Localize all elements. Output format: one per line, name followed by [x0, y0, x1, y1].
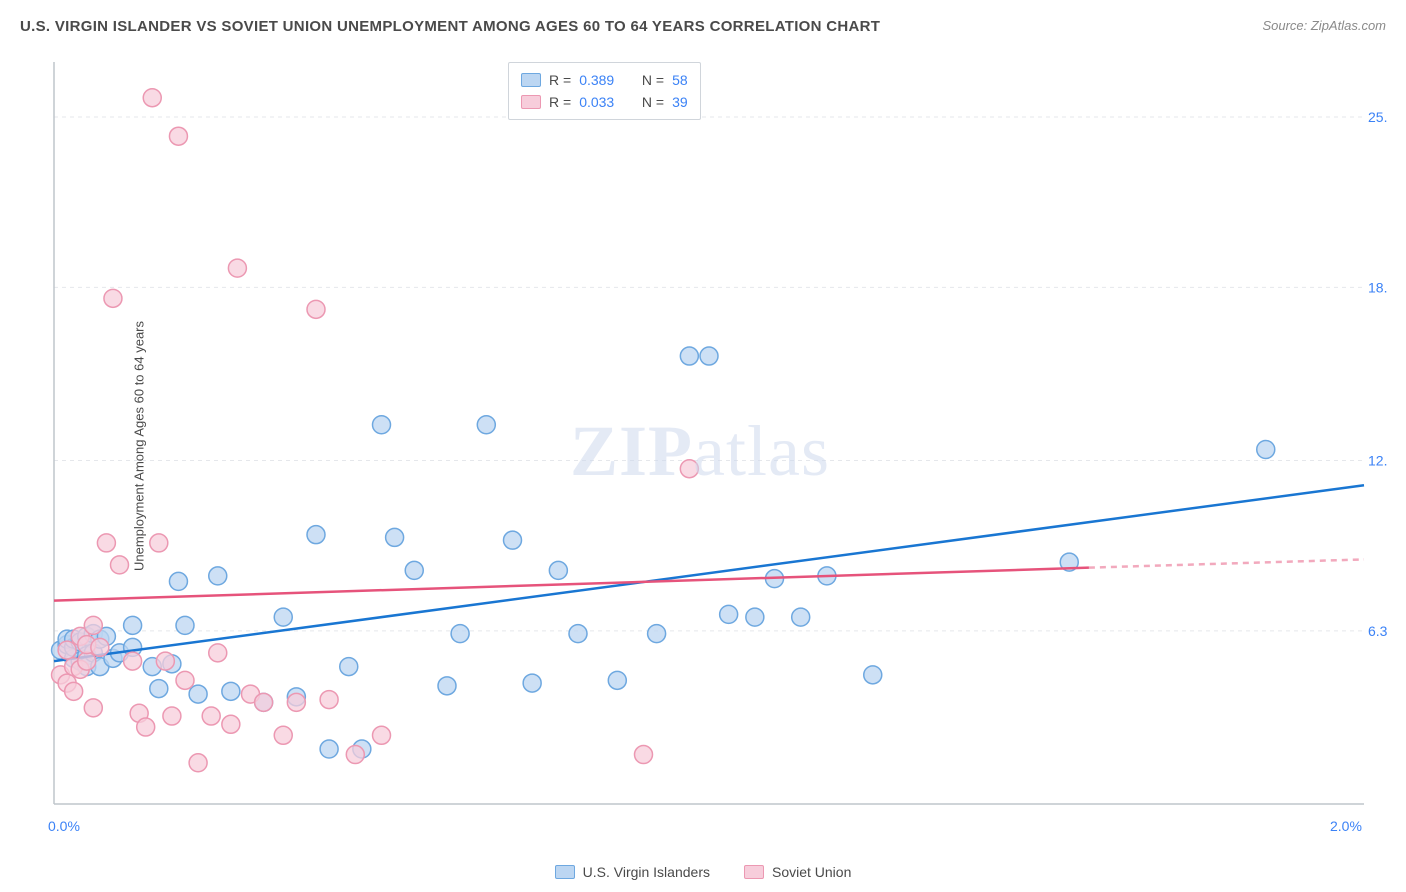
legend-swatch-soviet [744, 865, 764, 879]
svg-text:6.3%: 6.3% [1368, 623, 1388, 639]
chart-container: U.S. VIRGIN ISLANDER VS SOVIET UNION UNE… [0, 0, 1406, 892]
svg-text:25.0%: 25.0% [1368, 109, 1388, 125]
chart-title: U.S. VIRGIN ISLANDER VS SOVIET UNION UNE… [20, 18, 880, 35]
source-attribution: Source: ZipAtlas.com [1262, 18, 1386, 33]
legend-row-soviet: R = 0.033 N = 39 [521, 91, 688, 113]
x-tick-max: 2.0% [1330, 818, 1362, 834]
series-legend: U.S. Virgin Islanders Soviet Union [0, 864, 1406, 880]
legend-item-soviet: Soviet Union [744, 864, 851, 880]
x-tick-min: 0.0% [48, 818, 80, 834]
legend-row-usvi: R = 0.389 N = 58 [521, 69, 688, 91]
svg-text:18.8%: 18.8% [1368, 279, 1388, 295]
scatter-plot: 6.3% 12.5% 18.8% 25.0% [48, 56, 1388, 836]
correlation-legend: R = 0.389 N = 58R = 0.033 N = 39 [508, 62, 701, 120]
legend-swatch-usvi [555, 865, 575, 879]
svg-text:12.5%: 12.5% [1368, 452, 1388, 468]
legend-item-usvi: U.S. Virgin Islanders [555, 864, 710, 880]
